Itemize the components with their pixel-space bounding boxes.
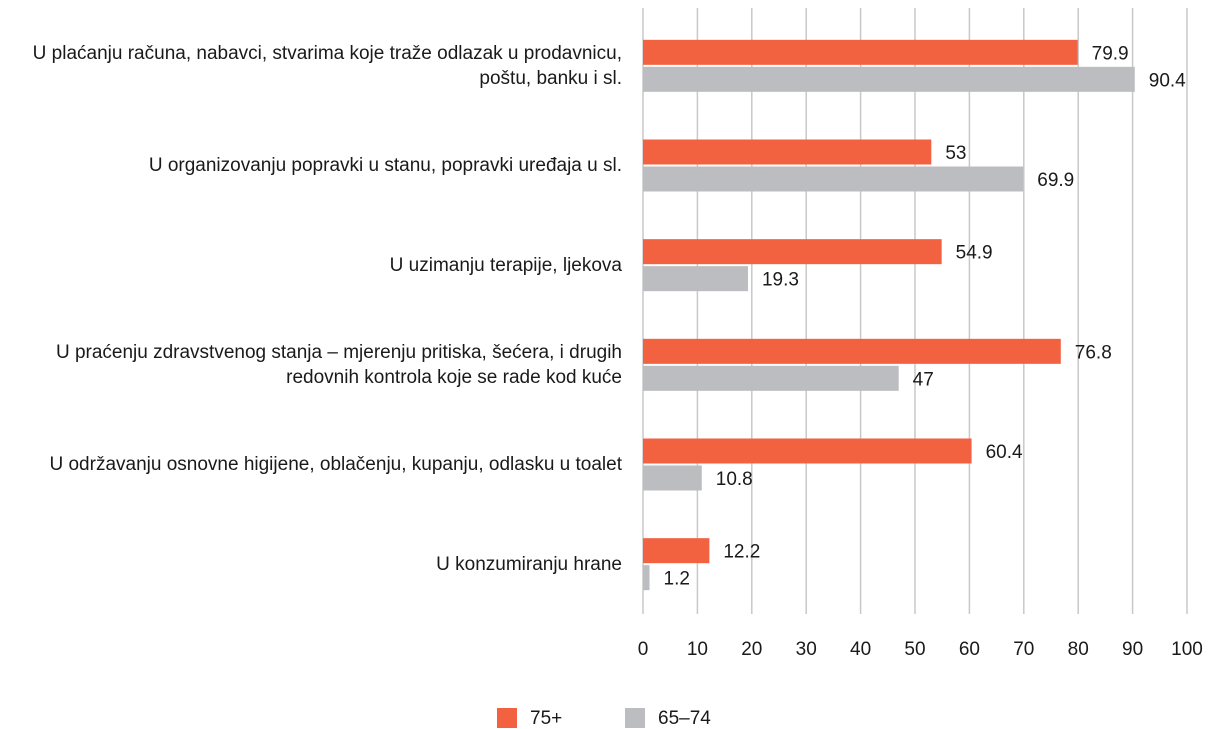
x-tick-label: 10 [687,639,708,660]
bar [643,538,710,564]
legend-label: 75+ [530,708,562,729]
category-label: U uzimanju terapije, ljekova [389,254,622,276]
category-label: U praćenju zdravstvenog stanja – mjerenj… [55,341,622,388]
data-label: 76.8 [1075,342,1112,363]
data-label: 19.3 [762,270,799,291]
bar [643,565,650,591]
bar [643,139,932,165]
category-label: U organizovanju popravki u stanu, poprav… [148,154,622,176]
x-tick-label: 70 [1013,639,1034,660]
category-label: U konzumiranju hrane [436,553,622,575]
bar [643,166,1024,192]
x-tick-label: 50 [904,639,925,660]
data-label: 1.2 [664,569,690,590]
category-label: U održavanju osnovne higijene, oblačenju… [49,453,622,475]
bar [643,338,1061,364]
category-label: U plaćanju računa, nabavci, stvarima koj… [32,42,622,89]
bar [643,465,702,491]
x-tick-label: 0 [638,639,649,660]
data-label: 53 [945,143,966,164]
legend-label: 65–74 [658,708,711,729]
data-label: 54.9 [956,243,993,264]
data-label: 10.8 [716,469,753,490]
data-label: 47 [913,369,934,390]
bar [643,66,1135,92]
x-tick-label: 60 [959,639,980,660]
bar [643,365,899,391]
x-tick-label: 40 [850,639,871,660]
data-label: 79.9 [1092,43,1129,64]
bar [643,266,748,292]
x-tick-label: 20 [741,639,762,660]
bar [643,438,972,464]
data-label: 60.4 [986,442,1023,463]
data-label: 12.2 [723,542,760,563]
x-tick-label: 100 [1171,639,1203,660]
data-label: 69.9 [1037,170,1074,191]
x-tick-label: 80 [1068,639,1089,660]
bar [643,239,942,265]
x-tick-label: 30 [796,639,817,660]
data-label: 90.4 [1149,70,1186,91]
x-tick-label: 90 [1122,639,1143,660]
bar [643,39,1078,65]
legend-swatch [497,708,517,728]
legend-swatch [625,708,645,728]
